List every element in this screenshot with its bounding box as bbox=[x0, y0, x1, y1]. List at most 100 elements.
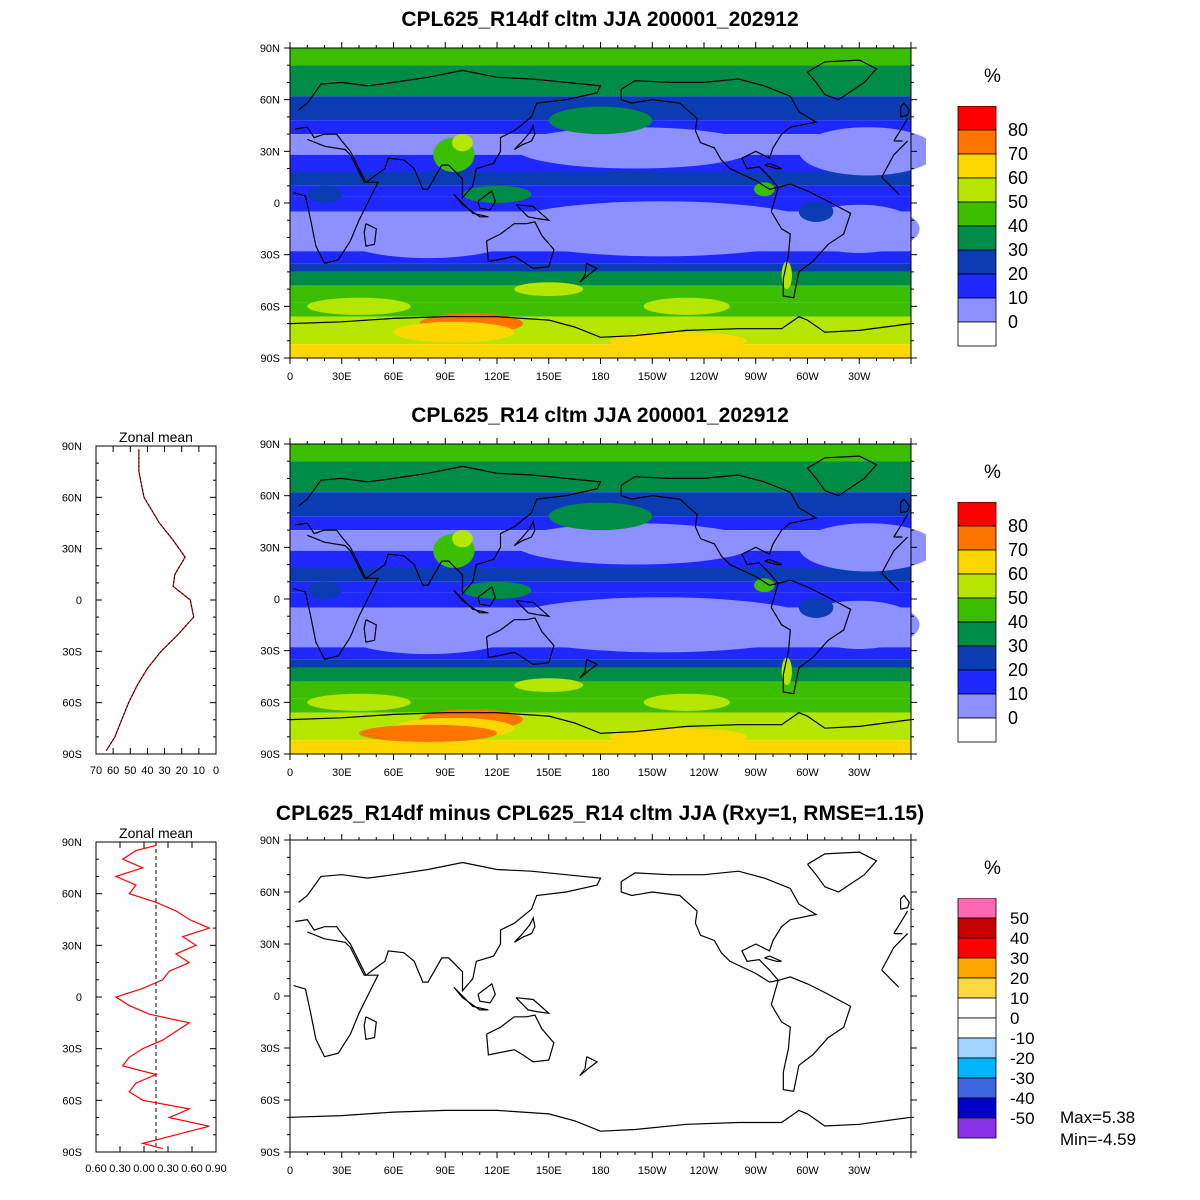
lon-tick-label: 60W bbox=[796, 767, 819, 779]
map-axes: 90N 60N 30N 0 30S 60S 90S 0 30E 60E 90E 120E 150E 180… bbox=[260, 438, 917, 779]
colorbar-swatch bbox=[957, 669, 997, 695]
colorbar-label: 70 bbox=[1008, 144, 1028, 164]
coastline-borneo bbox=[477, 585, 496, 607]
colorbar-label: 20 bbox=[1010, 969, 1029, 988]
colorbar-label: 30 bbox=[1008, 240, 1028, 260]
coastline-eurasia bbox=[295, 69, 909, 200]
colorbar-label: 60 bbox=[1008, 168, 1028, 188]
coastline-cuba bbox=[764, 558, 782, 566]
zonal-lat-label: 60S bbox=[62, 1095, 82, 1107]
cloud-feature bbox=[497, 201, 825, 257]
lon-tick-label: 150E bbox=[536, 371, 562, 383]
difference-field bbox=[290, 840, 911, 1152]
cloud-feature bbox=[514, 282, 584, 296]
coastline-samerica bbox=[770, 183, 852, 299]
colorbar-label: 0 bbox=[1008, 708, 1018, 728]
zonal-lat-label: 0 bbox=[76, 595, 82, 607]
coastline-africa bbox=[293, 138, 909, 265]
cloud-feature bbox=[341, 612, 515, 655]
colorbar-swatch bbox=[957, 573, 997, 599]
zonal-x-label: 0 bbox=[213, 765, 219, 777]
cloud-feature bbox=[452, 530, 473, 548]
colorbar-unit-middle: % bbox=[984, 462, 1001, 483]
lat-tick-label: 90N bbox=[260, 439, 280, 451]
coastline-greenland bbox=[807, 851, 878, 893]
colorbar-swatch bbox=[957, 693, 997, 719]
coastline-uk bbox=[900, 894, 910, 910]
cloud-feature bbox=[643, 693, 730, 711]
cloud-feature bbox=[609, 332, 748, 350]
cloud-band bbox=[290, 185, 911, 197]
zonal-lat-label: 60N bbox=[62, 889, 82, 901]
coastline-antarctica bbox=[289, 1109, 912, 1132]
colorbar-swatch bbox=[957, 621, 997, 647]
cloud-band bbox=[290, 344, 911, 358]
cloud-band bbox=[290, 65, 911, 97]
lon-tick-label: 120W bbox=[690, 767, 719, 779]
cloud-feature bbox=[462, 581, 532, 599]
coastline-namerica bbox=[620, 870, 818, 983]
zonal-lat-label: 90S bbox=[62, 1147, 82, 1159]
zonal-lat-label: 90N bbox=[62, 441, 82, 453]
coastline-indonesia bbox=[453, 986, 489, 1011]
zonal-x-label: 0.00 bbox=[133, 1163, 154, 1175]
map-middle-svg: 90N 60N 30N 0 30S 60S 90S 0 30E 60E 90E 120E 150E 180… bbox=[260, 438, 926, 779]
coastline-japan bbox=[513, 916, 536, 943]
colorbar-top: 80 70 60 50 40 30 20 10 0 bbox=[956, 106, 1036, 356]
stat-min: Min=-4.59 bbox=[1060, 1130, 1137, 1149]
lat-tick-label: 0 bbox=[274, 198, 280, 210]
lon-tick-label: 120W bbox=[690, 1165, 719, 1177]
colorbar-label: 30 bbox=[1010, 949, 1029, 968]
colorbar-label: 30 bbox=[1008, 636, 1028, 656]
zonal-title: Zonal mean bbox=[119, 825, 193, 841]
coastline-newguinea bbox=[515, 204, 551, 222]
colorbar-swatch bbox=[957, 502, 997, 527]
zonal-axes: Zonal mean 90N 60N 30N 0 30S 60S 90S 70 60 50 40 30 2… bbox=[62, 429, 219, 777]
colorbar-swatch bbox=[957, 249, 997, 275]
colorbar-unit-top: % bbox=[984, 66, 1001, 87]
lat-tick-label: 60N bbox=[260, 887, 280, 899]
zonal-mean-plot-middle: Zonal mean 90N 60N 30N 0 30S 60S 90S 70 60 50 40 30 2… bbox=[40, 420, 230, 790]
colorbar-swatch bbox=[957, 1077, 997, 1099]
zonal-x-label: 0.90 bbox=[205, 1163, 226, 1175]
lat-tick-label: 30S bbox=[260, 646, 280, 658]
colorbar-label: 80 bbox=[1008, 120, 1028, 140]
zonal-mean-svg-middle: Zonal mean 90N 60N 30N 0 30S 60S 90S 70 60 50 40 30 2… bbox=[62, 429, 219, 777]
cloud-band bbox=[290, 461, 911, 493]
colorbar-label: -10 bbox=[1010, 1029, 1035, 1048]
lon-tick-label: 0 bbox=[287, 1165, 293, 1177]
lon-tick-label: 90W bbox=[744, 1165, 767, 1177]
coastline-australia bbox=[486, 1014, 555, 1063]
coastline-borneo bbox=[477, 189, 496, 211]
colorbar-swatch bbox=[957, 106, 997, 131]
coastline-cuba bbox=[764, 955, 782, 962]
colorbar-swatch bbox=[957, 549, 997, 575]
lon-tick-label: 180 bbox=[591, 371, 609, 383]
lon-tick-label: 30W bbox=[848, 1165, 871, 1177]
zonal-x-label: 30 bbox=[158, 765, 170, 777]
cloud-feature bbox=[307, 297, 411, 315]
colorbar-swatch bbox=[957, 225, 997, 251]
coastline-africa bbox=[293, 931, 909, 1058]
lon-tick-label: 150E bbox=[536, 1165, 562, 1177]
coastline-australia bbox=[486, 617, 555, 666]
lon-tick-label: 120E bbox=[484, 1165, 510, 1177]
cloud-feature bbox=[359, 724, 497, 742]
cloud-band bbox=[290, 271, 911, 286]
coastline-australia bbox=[486, 221, 555, 270]
map-panel-top: 90N 60N 30N 0 30S 60S 90S 0 30E 60E 90E 120E 150E 180… bbox=[236, 40, 926, 390]
lat-tick-label: 90N bbox=[260, 43, 280, 55]
colorbar-label: 0 bbox=[1010, 1009, 1019, 1028]
cloud-feature bbox=[514, 127, 756, 169]
cloud-band bbox=[290, 667, 911, 682]
zonal-x-label: 0.30 bbox=[109, 1163, 130, 1175]
cloud-feature bbox=[452, 134, 473, 152]
coastline-indonesia bbox=[453, 589, 489, 614]
colorbar-label: 50 bbox=[1008, 192, 1028, 212]
lon-tick-label: 60E bbox=[384, 1165, 404, 1177]
lon-tick-label: 150W bbox=[638, 371, 667, 383]
lon-tick-label: 60E bbox=[384, 767, 404, 779]
zonal-title: Zonal mean bbox=[119, 429, 193, 445]
